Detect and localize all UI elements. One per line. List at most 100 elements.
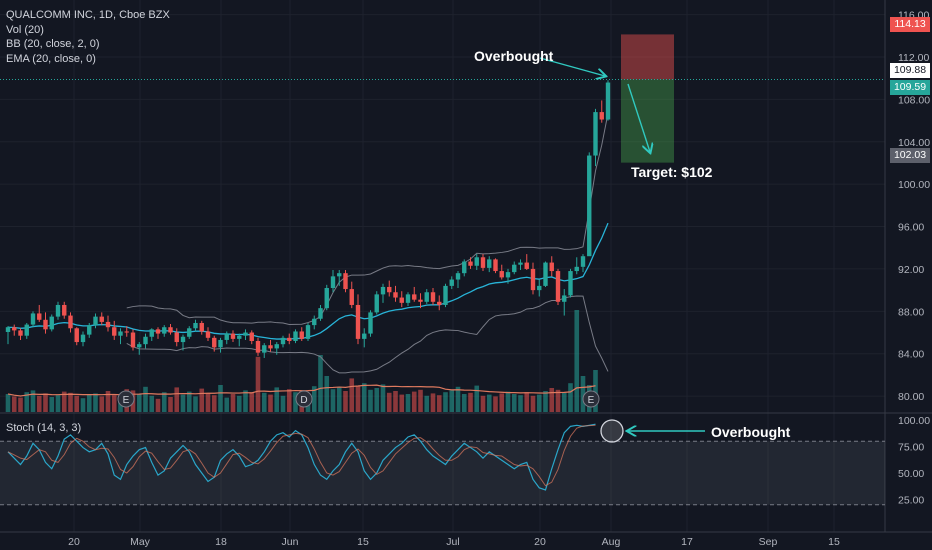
event-marker: E [582,390,600,408]
candle-body [480,257,486,268]
candle [205,327,211,341]
candle-body [493,259,498,272]
volume-bar [468,392,473,412]
candle-body [349,289,354,305]
event-marker-circle [582,390,600,408]
stop-zone [621,34,674,80]
stoch-legend[interactable]: Stoch (14, 3, 3) [6,422,82,434]
volume-bar [36,395,42,412]
volume-bar [255,356,261,412]
volume-bar [536,394,542,412]
candle-body [74,328,79,343]
candle-body [180,336,186,343]
volume-bar [174,387,180,412]
candle [330,269,336,293]
volume-bar [386,392,392,412]
volume-bar [505,391,511,412]
candle [224,331,229,345]
candle [237,333,242,347]
candle-body [43,319,48,330]
candle-body [124,331,129,333]
time-tick-label: May [130,536,151,548]
price-tick-label: 80.00 [898,391,924,403]
candle-body [87,325,92,335]
candle-body [424,292,429,302]
volume-bar [474,385,480,412]
candle [493,258,498,274]
volume-bar [230,394,236,412]
candle-body [230,333,236,339]
symbol-line[interactable]: QUALCOMM INC, 1D, Cboe BZX [6,9,170,21]
volume-bar [99,396,105,412]
candle [280,335,286,348]
candle-body [99,316,104,322]
volume-bar [343,391,348,412]
candle-body [255,340,261,353]
candle [580,254,586,273]
candle-body [562,295,567,302]
candle [287,333,292,345]
event-marker-circle [117,390,135,408]
candle [574,257,579,275]
event-marker-label: E [588,395,595,406]
candle [199,320,204,335]
indicator-volume[interactable]: Vol (20) [6,23,44,36]
candle [355,294,361,345]
candlestick-series [5,80,611,358]
short-position-box[interactable] [0,34,885,163]
candle [5,326,11,345]
volume-bar [443,392,448,412]
candle-body [530,268,536,291]
candle-body [112,327,117,336]
candle [274,342,279,355]
candle-body [18,330,23,336]
indicator-bollinger[interactable]: BB (20, close, 2, 0) [6,38,100,50]
volume-bar [211,395,217,412]
candle-body [362,333,367,339]
volume-bar [274,387,280,412]
price-tick-label: 92.00 [898,264,924,276]
candle [293,329,298,344]
candle-body [455,273,461,280]
candle [180,334,186,351]
volume-bar [249,392,255,412]
volume-bar [493,396,498,412]
candle-body [512,264,517,273]
event-marker: E [117,390,135,408]
time-tick-label: 17 [681,536,693,548]
volume-bar [455,386,461,412]
volume-bar [580,376,586,412]
volume-bar [436,395,442,412]
bollinger-upper [126,113,609,325]
candle-body [149,329,154,337]
target-arrow [627,83,650,152]
candle [12,324,17,336]
volume-bar [336,387,342,412]
candle [80,331,86,347]
candle [543,261,548,287]
volume-bar [480,395,486,412]
candle-body [137,344,142,348]
candle-body [487,259,492,268]
candle [605,80,611,121]
candle-body [224,333,229,340]
candle-body [505,272,511,278]
candle [299,327,304,341]
current-price-tag: 109.88 [890,63,930,78]
candle [568,268,573,298]
candle-body [468,261,473,266]
volume-bar [486,394,492,412]
volume-bar [199,388,205,412]
candle-body [268,345,273,349]
indicator-ema[interactable]: EMA (20, close, 0) [6,52,96,65]
candle-body [555,271,561,302]
volume-bar [11,396,17,412]
candle-body [143,336,148,345]
candle-body [524,262,529,269]
candle [74,327,79,346]
candle [312,315,317,330]
volume-bar [55,395,61,412]
candle [443,283,448,308]
candle [305,322,311,341]
volume-bar [555,389,561,412]
